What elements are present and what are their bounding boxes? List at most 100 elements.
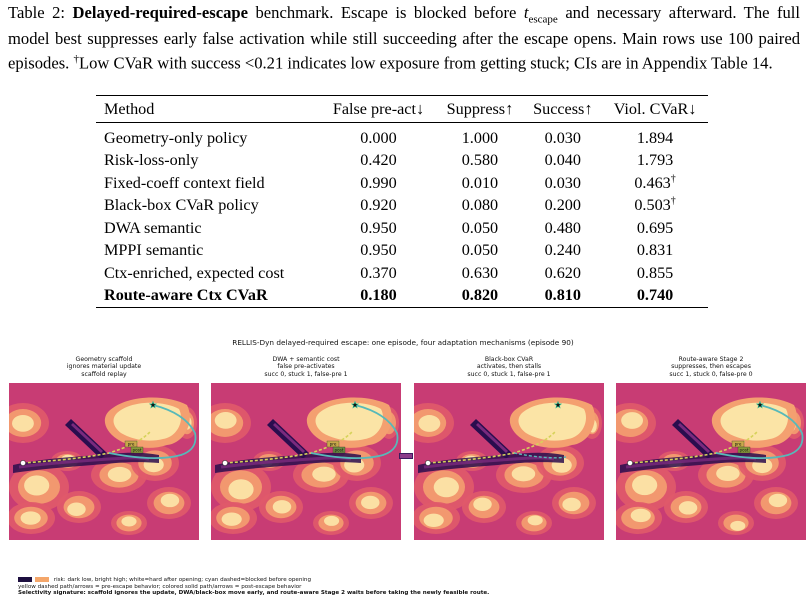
plateau-inner <box>113 402 182 441</box>
cell-suppress: 1.000 <box>461 128 499 147</box>
pre-escape-path <box>629 430 759 464</box>
cell-false-pre: 0.370 <box>360 263 397 282</box>
risk-blob <box>67 502 86 516</box>
caption-text-2: and necessary afterward. The full model … <box>8 3 801 73</box>
post-escape-path <box>108 404 197 459</box>
legend-line-2: yellow dashed path/arrows = pre-escape b… <box>18 583 302 590</box>
barrier-wall-inner <box>273 423 305 453</box>
risk-blob <box>312 466 336 482</box>
risk-blob <box>160 493 180 508</box>
barrier-wall-inner <box>476 423 508 453</box>
panel-title-line: suppresses, then escapes <box>671 363 751 371</box>
path-label: post <box>739 448 748 453</box>
risk-blob <box>272 500 292 514</box>
caption-label: Table 2: <box>8 3 66 22</box>
risk-blob <box>221 512 242 526</box>
path-label: pre <box>128 442 135 447</box>
caption-t-var: t <box>523 3 529 22</box>
cell-method: DWA semantic <box>104 218 202 237</box>
risk-blob <box>361 495 380 510</box>
path-label-box <box>332 446 346 454</box>
risk-blob <box>621 412 644 429</box>
risk-blob <box>730 520 746 531</box>
risk-blob <box>24 475 50 496</box>
table-header-row: Method False pre-act↓ Suppress↑ Success↑… <box>96 95 708 123</box>
corridor-highlight <box>423 456 555 469</box>
risk-blob <box>433 477 459 498</box>
risk-blob <box>418 415 441 432</box>
path-label: post <box>132 448 141 453</box>
panel-title-line: succ 1, stuck 0, false-pre 0 <box>669 370 753 378</box>
cell-false-pre: 0.920 <box>360 196 397 215</box>
goal-star <box>350 400 360 409</box>
risk-blob <box>228 479 254 500</box>
cell-false-pre: 0.950 <box>360 218 397 237</box>
risk-blob <box>630 508 651 523</box>
start-marker <box>627 460 633 466</box>
risk-blob <box>768 493 788 508</box>
cell-false-pre: 0.420 <box>360 151 397 170</box>
panel-title: Route-aware Stage 2 suppresses, then esca… <box>616 356 806 378</box>
cell-success: 0.240 <box>544 241 581 260</box>
cell-success: 0.810 <box>544 286 581 305</box>
table-row: MPPI semantic 0.950 0.050 0.240 0.831 <box>96 240 708 263</box>
start-marker <box>20 460 26 466</box>
panel-title-line: activates, then stalls <box>476 363 542 371</box>
caption-text-1: benchmark. Escape is blocked before <box>255 3 517 22</box>
cell-method: Geometry-only policy <box>104 128 248 147</box>
dagger-mark: † <box>670 173 676 185</box>
legend-swatch-dark <box>18 577 32 582</box>
risk-blob <box>214 412 237 429</box>
cell-method: Route-aware Ctx CVaR <box>104 286 268 305</box>
caption-dagger: † <box>73 53 79 66</box>
barrier-wall-inner <box>678 423 710 453</box>
panel-title-line: DWA + semantic cost <box>272 356 340 363</box>
cell-cvar: 0.463† <box>634 173 676 192</box>
legend-line-1: risk: dark low, bright high; white=hard … <box>53 577 312 583</box>
panel-title-line: false pre-activates <box>277 363 335 371</box>
results-table: Method False pre-act↓ Suppress↑ Success↑… <box>96 95 708 308</box>
cell-false-pre: 0.950 <box>360 241 397 260</box>
cell-suppress: 0.820 <box>461 286 499 305</box>
panel-title-line: scaffold replay <box>81 370 127 378</box>
cell-false-pre: 0.000 <box>360 128 397 147</box>
cell-cvar: 0.855 <box>636 263 674 282</box>
cell-method: Black-box CVaR policy <box>104 196 259 215</box>
risk-blob <box>324 515 340 526</box>
figure-title: RELLIS-Dyn delayed-required escape: one … <box>232 338 574 347</box>
cell-success: 0.200 <box>544 196 581 215</box>
caption-text-3: Low CVaR with success <0.21 indicates lo… <box>78 53 773 73</box>
cell-method: Risk-loss-only <box>104 151 199 170</box>
risk-blob <box>473 497 492 512</box>
cell-success: 0.480 <box>544 218 581 237</box>
dagger-mark: † <box>670 195 676 207</box>
start-marker <box>222 460 228 466</box>
post-escape-path <box>715 404 804 459</box>
table-row: Fixed-coeff context field 0.990 0.010 0.030… <box>96 172 708 195</box>
cell-cvar: 0.831 <box>636 241 674 260</box>
cell-suppress: 0.050 <box>461 241 499 260</box>
path-label: pre <box>330 442 337 447</box>
plateau-inner <box>720 402 789 441</box>
panel-title: Geometry scaffold ignores material update… <box>9 356 199 378</box>
header-method: Method <box>104 99 155 118</box>
panel-title: DWA + semantic cost false pre-activates su… <box>211 356 401 378</box>
panel-title-line: Route-aware Stage 2 <box>678 356 744 363</box>
table-row: Geometry-only policy 0.000 1.000 0.030 1.894 <box>96 123 708 150</box>
risk-blob <box>121 516 137 527</box>
goal-star <box>755 400 765 409</box>
pre-escape-path <box>427 430 557 464</box>
path-label-box <box>737 446 751 454</box>
legend-row-risk: risk: dark low, bright high; white=hard … <box>18 577 489 584</box>
path-label-box <box>130 446 144 454</box>
cell-suppress: 0.050 <box>461 218 499 237</box>
table-row: Ctx-enriched, expected cost 0.370 0.630 0.6… <box>96 262 708 285</box>
panel-title: Black-box CVaR activates, then stalls succ… <box>414 356 604 378</box>
cell-cvar: 0.695 <box>636 218 674 237</box>
panel-title-line: succ 0, stuck 1, false-pre 1 <box>467 370 551 378</box>
pre-escape-path <box>22 430 152 464</box>
cell-success: 0.030 <box>544 128 581 147</box>
